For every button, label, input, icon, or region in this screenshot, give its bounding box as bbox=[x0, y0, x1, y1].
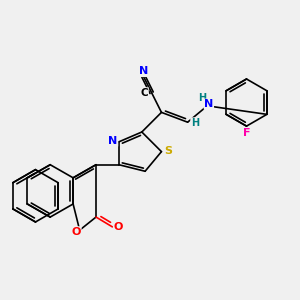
Text: F: F bbox=[243, 128, 250, 138]
Text: N: N bbox=[204, 99, 214, 109]
Text: C: C bbox=[141, 88, 148, 98]
Text: H: H bbox=[198, 93, 206, 103]
Text: S: S bbox=[165, 146, 172, 156]
Text: H: H bbox=[191, 118, 199, 128]
Text: O: O bbox=[114, 222, 123, 232]
Text: N: N bbox=[139, 67, 148, 76]
Text: N: N bbox=[108, 136, 118, 146]
Text: O: O bbox=[72, 227, 81, 237]
